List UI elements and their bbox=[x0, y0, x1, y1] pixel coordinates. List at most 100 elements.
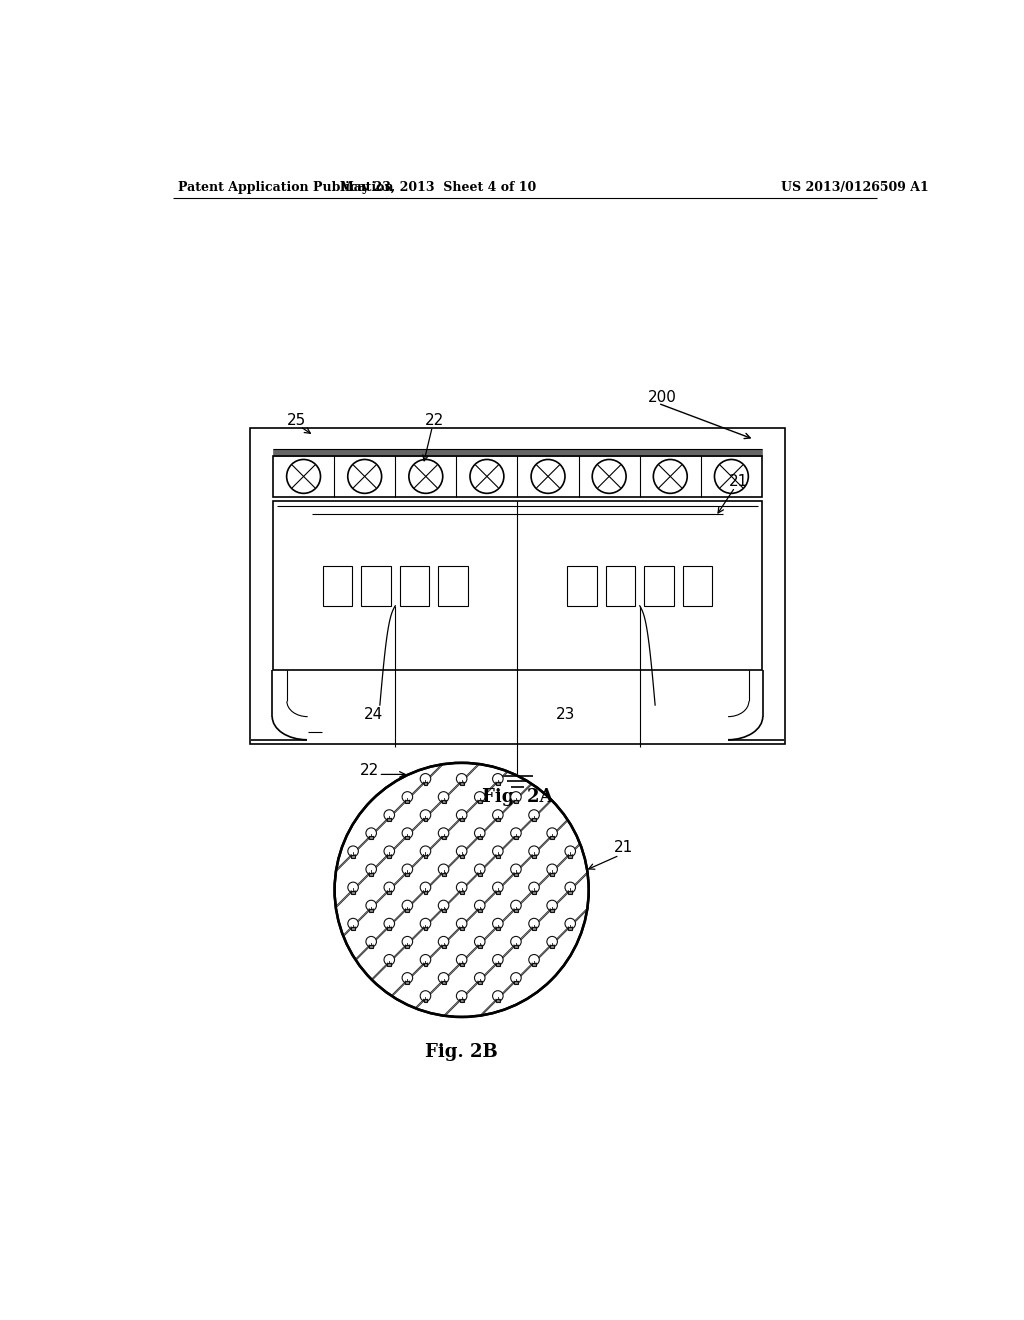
Text: 22: 22 bbox=[359, 763, 379, 777]
Circle shape bbox=[592, 459, 626, 494]
Bar bbox=[496, 964, 500, 966]
Circle shape bbox=[420, 882, 431, 892]
Bar bbox=[568, 927, 572, 931]
Circle shape bbox=[420, 954, 431, 965]
Circle shape bbox=[531, 459, 565, 494]
Circle shape bbox=[348, 846, 358, 857]
Circle shape bbox=[511, 828, 521, 838]
Bar bbox=[514, 800, 518, 804]
Circle shape bbox=[565, 846, 575, 857]
Circle shape bbox=[366, 900, 377, 911]
Text: 200: 200 bbox=[647, 389, 676, 405]
Circle shape bbox=[457, 991, 467, 1002]
Circle shape bbox=[511, 865, 521, 875]
Circle shape bbox=[511, 792, 521, 803]
Circle shape bbox=[457, 846, 467, 857]
Text: Fig. 2B: Fig. 2B bbox=[425, 1043, 498, 1060]
Circle shape bbox=[402, 973, 413, 983]
Circle shape bbox=[511, 973, 521, 983]
Bar bbox=[406, 837, 410, 840]
Circle shape bbox=[474, 900, 485, 911]
Bar bbox=[351, 891, 355, 894]
Bar bbox=[441, 800, 445, 804]
Text: Patent Application Publication: Patent Application Publication bbox=[178, 181, 394, 194]
Bar bbox=[496, 927, 500, 931]
Circle shape bbox=[493, 919, 503, 929]
Bar bbox=[550, 945, 554, 948]
Bar bbox=[606, 566, 635, 606]
Bar bbox=[387, 927, 391, 931]
Circle shape bbox=[474, 792, 485, 803]
Circle shape bbox=[470, 459, 504, 494]
Circle shape bbox=[493, 882, 503, 892]
Circle shape bbox=[402, 792, 413, 803]
Circle shape bbox=[384, 882, 394, 892]
Circle shape bbox=[348, 459, 382, 494]
Bar bbox=[424, 927, 427, 931]
Circle shape bbox=[528, 954, 540, 965]
Circle shape bbox=[457, 774, 467, 784]
Bar bbox=[478, 837, 481, 840]
Bar bbox=[441, 945, 445, 948]
Bar bbox=[514, 981, 518, 985]
Bar bbox=[514, 837, 518, 840]
Bar bbox=[441, 981, 445, 985]
Circle shape bbox=[409, 459, 442, 494]
Bar bbox=[496, 891, 500, 894]
Bar bbox=[424, 818, 427, 821]
Circle shape bbox=[547, 900, 557, 911]
Circle shape bbox=[348, 882, 358, 892]
Bar bbox=[387, 818, 391, 821]
Bar bbox=[370, 909, 373, 912]
Bar bbox=[387, 854, 391, 858]
Circle shape bbox=[511, 936, 521, 946]
Bar bbox=[460, 854, 464, 858]
Text: 25: 25 bbox=[287, 413, 306, 428]
Bar bbox=[351, 927, 355, 931]
Bar bbox=[683, 566, 712, 606]
Bar bbox=[424, 783, 427, 785]
Bar bbox=[567, 566, 597, 606]
Bar bbox=[370, 945, 373, 948]
Bar bbox=[514, 873, 518, 875]
Circle shape bbox=[493, 954, 503, 965]
Bar bbox=[441, 873, 445, 875]
Bar bbox=[250, 428, 785, 743]
Bar bbox=[550, 837, 554, 840]
Bar bbox=[478, 945, 481, 948]
Circle shape bbox=[565, 919, 575, 929]
Bar bbox=[370, 837, 373, 840]
Circle shape bbox=[493, 774, 503, 784]
Circle shape bbox=[384, 846, 394, 857]
Circle shape bbox=[366, 828, 377, 838]
Circle shape bbox=[474, 936, 485, 946]
Bar bbox=[496, 999, 500, 1002]
Bar bbox=[496, 818, 500, 821]
Text: 24: 24 bbox=[364, 706, 383, 722]
Bar bbox=[532, 891, 536, 894]
Bar bbox=[351, 854, 355, 858]
Circle shape bbox=[457, 954, 467, 965]
Bar bbox=[460, 964, 464, 966]
Bar bbox=[424, 964, 427, 966]
Bar bbox=[532, 964, 536, 966]
Circle shape bbox=[474, 865, 485, 875]
Circle shape bbox=[420, 846, 431, 857]
Circle shape bbox=[528, 846, 540, 857]
Circle shape bbox=[366, 865, 377, 875]
Bar bbox=[532, 854, 536, 858]
Circle shape bbox=[402, 936, 413, 946]
Bar bbox=[496, 783, 500, 785]
Circle shape bbox=[474, 828, 485, 838]
Text: 23: 23 bbox=[556, 706, 575, 722]
Bar bbox=[460, 927, 464, 931]
Bar bbox=[568, 854, 572, 858]
Circle shape bbox=[474, 973, 485, 983]
Bar bbox=[568, 891, 572, 894]
Bar bbox=[406, 873, 410, 875]
Circle shape bbox=[420, 991, 431, 1002]
Bar bbox=[387, 964, 391, 966]
Bar bbox=[406, 981, 410, 985]
Circle shape bbox=[547, 936, 557, 946]
Circle shape bbox=[438, 792, 449, 803]
